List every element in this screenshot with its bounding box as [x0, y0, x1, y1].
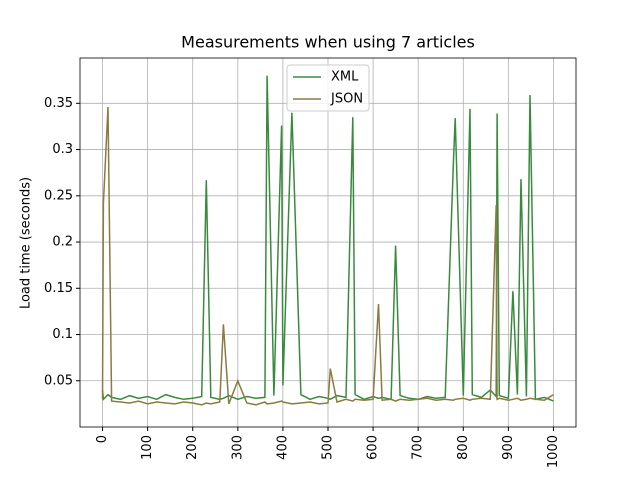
x-tick-label: 200 [185, 435, 200, 460]
x-tick-label: 400 [275, 435, 290, 460]
x-tick-label: 600 [366, 435, 381, 460]
x-tick-label: 300 [230, 435, 245, 460]
chart-title: Measurements when using 7 articles [181, 33, 475, 52]
x-tick-label: 100 [140, 435, 155, 460]
plot-frame [79, 57, 577, 428]
y-tick-label: 0.1 [52, 327, 73, 342]
x-tick-label: 800 [456, 435, 471, 460]
x-tick-label: 1000 [546, 435, 561, 468]
y-tick-label: 0.05 [44, 373, 73, 388]
legend-label: JSON [330, 92, 363, 107]
legend-label: XML [331, 70, 359, 85]
y-tick-label: 0.35 [44, 96, 73, 111]
x-tick-label: 0 [95, 435, 110, 443]
x-tick-label: 700 [411, 435, 426, 460]
data-line [101, 75, 554, 402]
x-tick-label: 500 [321, 435, 336, 460]
y-tick-label: 0.2 [52, 235, 73, 250]
data-line [101, 106, 554, 406]
y-tick-label: 0.25 [44, 188, 73, 203]
y-tick-label: 0.3 [52, 142, 73, 157]
y-axis-label: Load time (seconds) [19, 177, 34, 309]
y-tick-label: 0.15 [44, 281, 73, 296]
x-tick-label: 900 [501, 435, 516, 460]
